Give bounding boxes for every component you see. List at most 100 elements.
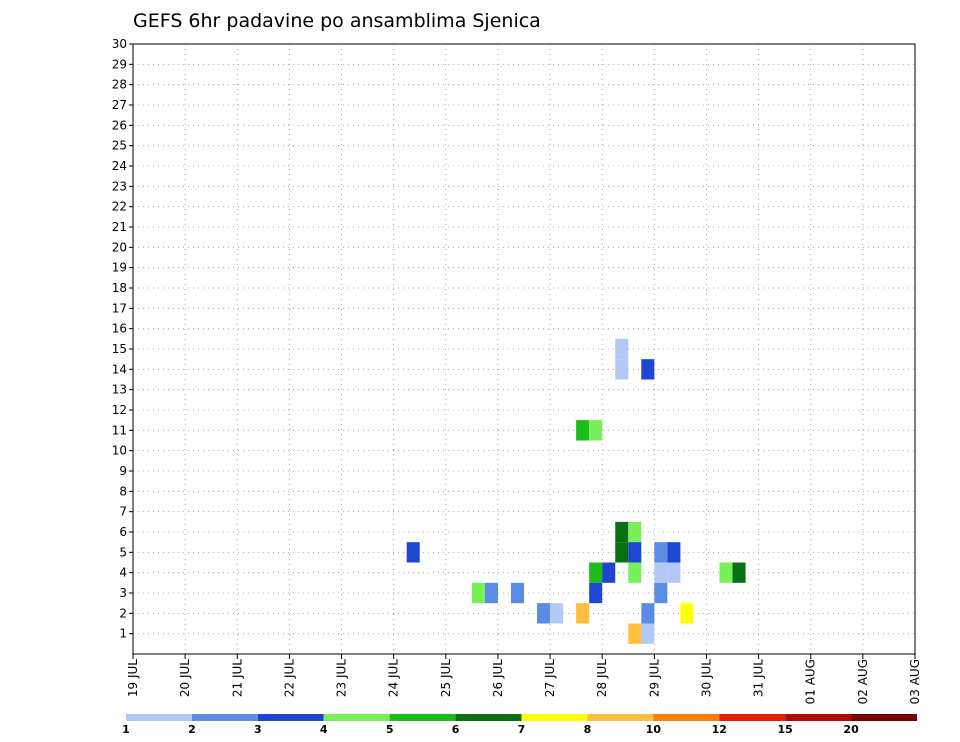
- chart-title: GEFS 6hr padavine po ansamblima Sjenica: [133, 10, 541, 32]
- y-tick-label: 3: [119, 586, 127, 600]
- precip-cell: [537, 603, 551, 624]
- precip-cell: [576, 420, 590, 441]
- colorbar: 1 2 3 4 5 6 7 8 10 12 15 20: [122, 714, 917, 736]
- x-tick-label: 26 JUL: [491, 659, 505, 697]
- colorbar-label: 7: [518, 723, 526, 736]
- colorbar-label: 4: [320, 723, 328, 736]
- x-tick-label: 19 JUL: [126, 659, 140, 697]
- y-tick-label: 29: [112, 57, 127, 71]
- precip-cell: [667, 562, 681, 583]
- x-tick-label: 20 JUL: [178, 659, 192, 697]
- precip-cell: [550, 603, 564, 624]
- colorbar-label: 2: [188, 723, 196, 736]
- precip-cell: [471, 582, 485, 604]
- cell-layer: [406, 338, 746, 644]
- colorbar-segment: [191, 714, 258, 721]
- colorbar-label: 5: [386, 723, 394, 736]
- colorbar-segment: [455, 714, 522, 721]
- x-tick-label: 28 JUL: [595, 659, 609, 697]
- precip-cell: [406, 542, 420, 563]
- y-tick-label: 7: [119, 505, 127, 519]
- y-tick-label: 23: [112, 179, 127, 193]
- precip-cell: [589, 420, 603, 441]
- precip-cell: [654, 542, 668, 563]
- y-tick-label: 27: [112, 98, 127, 112]
- precip-cell: [615, 359, 629, 380]
- y-tick-label: 24: [112, 159, 127, 173]
- y-tick-label: 25: [112, 139, 127, 153]
- y-tick-label: 18: [112, 281, 127, 295]
- x-tick-label: 23 JUL: [335, 659, 349, 697]
- colorbar-segment: [785, 714, 852, 721]
- y-tick-label: 5: [119, 545, 127, 559]
- y-tick-label: 6: [119, 525, 127, 539]
- precip-cell: [654, 562, 668, 583]
- y-tick-label: 13: [112, 383, 127, 397]
- colorbar-segment: [521, 714, 588, 721]
- x-tick-label: 03 AUG: [908, 659, 922, 704]
- x-tick-label: 22 JUL: [282, 659, 296, 697]
- colorbar-segment: [719, 714, 786, 721]
- y-tick-label: 10: [112, 444, 127, 458]
- colorbar-segment: [653, 714, 720, 721]
- y-tick-label: 28: [112, 78, 127, 92]
- colorbar-segment: [851, 714, 917, 721]
- colorbar-label: 1: [122, 723, 130, 736]
- precip-cell: [732, 562, 746, 583]
- x-tick-label: 01 AUG: [804, 659, 818, 704]
- x-tick-label: 25 JUL: [439, 659, 453, 697]
- x-tick-label: 30 JUL: [699, 659, 713, 697]
- colorbar-label: 10: [646, 723, 662, 736]
- y-tick-label: 11: [112, 423, 127, 437]
- precip-cell: [641, 623, 655, 644]
- y-tick-label: 14: [112, 362, 127, 376]
- colorbar-segment: [257, 714, 324, 721]
- x-tick-label: 24 JUL: [387, 659, 401, 697]
- y-tick-label: 1: [119, 627, 127, 641]
- precip-cell: [615, 542, 629, 563]
- y-tick-label: 19: [112, 261, 127, 275]
- colorbar-label: 12: [712, 723, 727, 736]
- y-tick-label: 4: [119, 566, 127, 580]
- colorbar-segment: [323, 714, 390, 721]
- y-tick-label: 26: [112, 118, 127, 132]
- precip-cell: [510, 582, 524, 604]
- x-tick-label: 21 JUL: [230, 659, 244, 697]
- colorbar-label: 15: [778, 723, 793, 736]
- y-tick-label: 17: [112, 301, 127, 315]
- y-tick-label: 21: [112, 220, 127, 234]
- y-tick-label: 12: [112, 403, 127, 417]
- precip-cell: [589, 582, 603, 604]
- colorbar-segment: [389, 714, 456, 721]
- precip-cell: [615, 338, 629, 360]
- y-tick-label: 22: [112, 200, 127, 214]
- precip-cell: [654, 582, 668, 604]
- y-tick-label: 2: [119, 606, 127, 620]
- precip-cell: [628, 623, 642, 644]
- y-axis: 1234567891011121314151617181920212223242…: [112, 37, 133, 641]
- grid: [133, 44, 916, 654]
- colorbar-label: 20: [843, 723, 859, 736]
- precip-cell: [667, 542, 681, 563]
- y-tick-label: 9: [119, 464, 127, 478]
- precip-cell: [589, 562, 603, 583]
- x-tick-label: 02 AUG: [856, 659, 870, 704]
- colorbar-label: 3: [254, 723, 262, 736]
- precip-cell: [615, 521, 629, 543]
- precip-cell: [719, 562, 733, 583]
- precip-cell: [628, 542, 642, 563]
- x-axis: 19 JUL 20 JUL 21 JUL 22 JUL 23 JUL 24 JUL 25 J…: [126, 654, 922, 704]
- x-tick-label: 31 JUL: [752, 659, 766, 697]
- precip-cell: [641, 359, 655, 380]
- colorbar-segment: [126, 714, 192, 721]
- y-tick-label: 20: [112, 240, 127, 254]
- x-tick-label: 29 JUL: [647, 659, 661, 697]
- y-tick-label: 30: [112, 37, 127, 51]
- precip-cell: [628, 562, 642, 583]
- precip-cell: [576, 603, 590, 624]
- x-tick-label: 27 JUL: [543, 659, 557, 697]
- colorbar-label: 6: [452, 723, 460, 736]
- precip-cell: [602, 562, 616, 583]
- precip-cell: [628, 521, 642, 543]
